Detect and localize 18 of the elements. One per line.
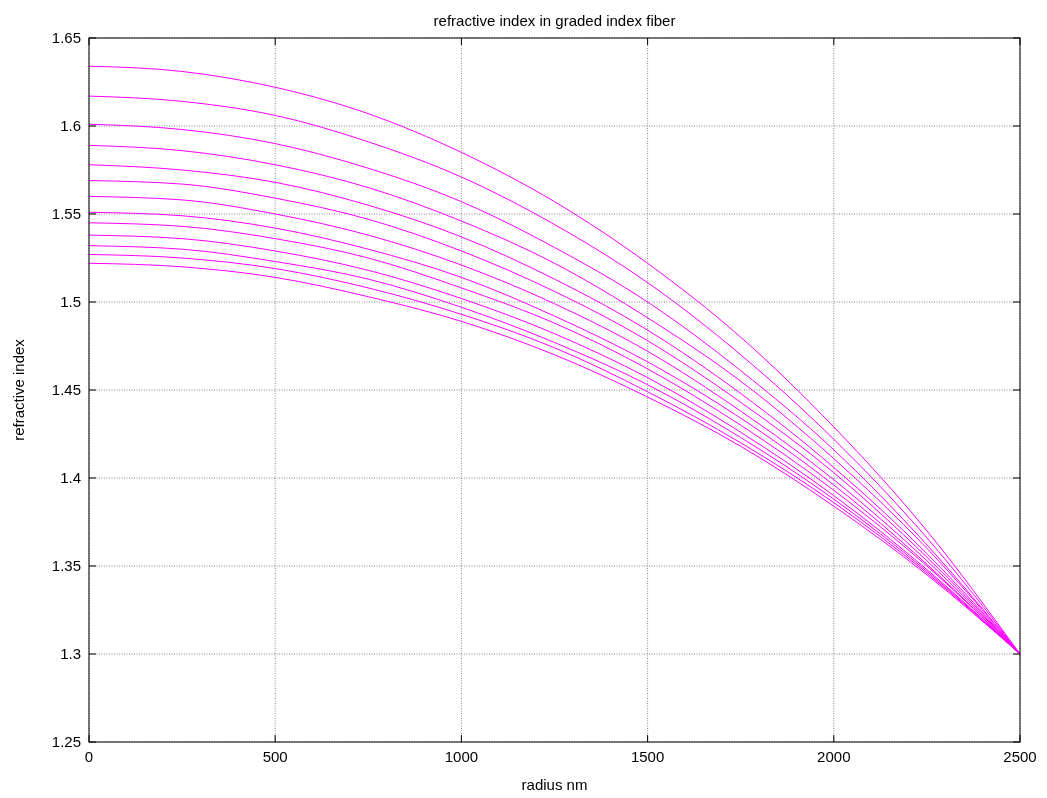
x-tick-label: 500: [262, 748, 288, 765]
y-tick-label: 1.65: [51, 29, 81, 46]
y-tick-label: 1.55: [51, 205, 81, 222]
y-tick-label: 1.35: [51, 557, 81, 574]
x-tick-label: 0: [84, 748, 94, 765]
x-axis-title: radius nm: [521, 776, 588, 793]
y-axis-title: refractive index: [10, 338, 27, 441]
y-tick-label: 1.5: [60, 293, 81, 310]
x-tick-label: 1500: [630, 748, 665, 765]
y-tick-label: 1.6: [60, 117, 81, 134]
y-tick-label: 1.45: [51, 381, 81, 398]
chart-title: refractive index in graded index fiber: [433, 12, 676, 29]
y-tick-label: 1.4: [60, 469, 81, 486]
x-tick-label: 2500: [1003, 748, 1037, 765]
x-tick-label: 1000: [444, 748, 479, 765]
x-tick-label: 2000: [817, 748, 851, 765]
y-tick-label: 1.3: [60, 645, 81, 662]
y-tick-label: 1.25: [51, 733, 81, 750]
